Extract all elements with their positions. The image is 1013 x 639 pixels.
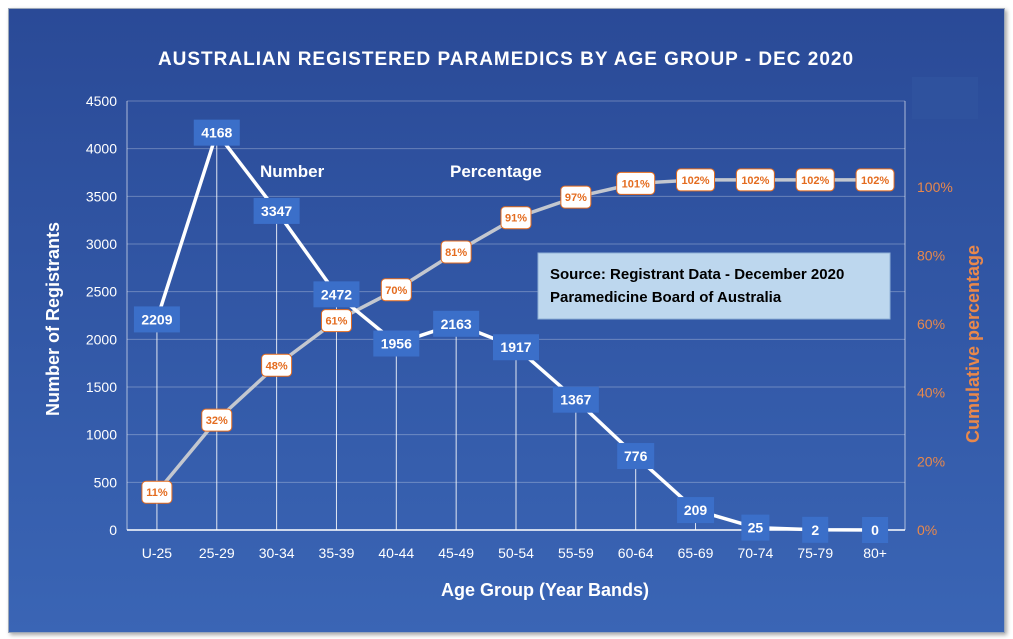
y2-tick-label: 80% — [917, 247, 945, 263]
source-box: Source: Registrant Data - December 2020 … — [537, 252, 891, 320]
percentage-data-label: 91% — [505, 213, 527, 225]
number-data-label: 4168 — [201, 125, 232, 141]
number-point-marker — [802, 516, 829, 543]
number-data-label: 1917 — [500, 339, 531, 355]
x-tick-label: 60-64 — [618, 545, 654, 561]
number-point-marker — [552, 386, 599, 413]
y-tick-label: 4500 — [86, 93, 117, 109]
number-point-marker — [617, 443, 655, 470]
y-tick-label: 3000 — [86, 236, 117, 252]
y-axis-title: Number of Registrants — [43, 222, 63, 416]
percentage-data-label: 32% — [206, 415, 228, 427]
y2-tick-label: 60% — [917, 316, 945, 332]
y2-tick-label: 100% — [917, 179, 953, 195]
y2-tick-label: 40% — [917, 385, 945, 401]
number-data-label: 2472 — [321, 286, 352, 302]
number-data-label: 2 — [811, 522, 819, 538]
number-point-marker — [133, 306, 180, 333]
series-label-number: Number — [260, 162, 325, 181]
x-tick-label: U-25 — [142, 545, 173, 561]
percentage-data-label: 101% — [622, 178, 650, 190]
legend-placeholder-box — [912, 77, 978, 119]
series-label-percentage: Percentage — [450, 162, 542, 181]
percentage-data-label: 61% — [325, 316, 347, 328]
x-axis-title: Age Group (Year Bands) — [441, 580, 649, 600]
x-tick-label: 45-49 — [438, 545, 474, 561]
number-data-label: 2163 — [441, 316, 472, 332]
percentage-point-marker — [616, 171, 656, 195]
y-tick-label: 0 — [109, 522, 117, 538]
percentage-point-marker — [676, 168, 716, 192]
number-point-marker — [313, 281, 360, 308]
x-tick-label: 70-74 — [737, 545, 773, 561]
percentage-point-marker — [141, 480, 173, 504]
y-tick-label: 500 — [94, 474, 118, 490]
secondary-y-axis: 0% 20% 40% 60% 80% 100% — [917, 179, 953, 538]
percentage-data-label: 102% — [741, 175, 769, 187]
percentage-point-marker — [380, 278, 412, 302]
percentage-point-marker — [735, 168, 775, 192]
y-tick-label: 2500 — [86, 284, 117, 300]
percentage-data-label: 102% — [801, 175, 829, 187]
percentage-data-label: 102% — [861, 175, 889, 187]
y-tick-label: 2000 — [86, 331, 117, 347]
source-line-2: Paramedicine Board of Australia — [550, 289, 782, 306]
percentage-point-marker — [320, 309, 352, 333]
percentage-data-label: 48% — [266, 360, 288, 372]
x-tick-label: 50-54 — [498, 545, 534, 561]
percentage-point-marker — [560, 185, 592, 209]
number-data-label: 3347 — [261, 203, 292, 219]
x-tick-label: 30-34 — [259, 545, 295, 561]
number-point-marker — [741, 514, 770, 541]
number-point-marker — [373, 330, 420, 357]
y-tick-label: 3500 — [86, 188, 117, 204]
x-tick-label: 80+ — [863, 545, 887, 561]
percentage-data-label: 11% — [146, 487, 168, 499]
percentage-point-marker — [201, 408, 233, 432]
y2-tick-label: 0% — [917, 522, 937, 538]
y-axis: 0 500 1000 1500 2000 2500 3000 3500 4000 4500 — [86, 93, 117, 538]
percentage-data-label: 81% — [445, 247, 467, 259]
y-tick-label: 4000 — [86, 141, 117, 157]
chart-svg: 0 500 1000 1500 2000 2500 3000 3500 4000 4500 0% 2… — [9, 9, 1004, 632]
data-labels: 11% 32% 48% 61% 70% 81% 91% 97% 101% 102% 102% 102%… — [133, 119, 895, 543]
percentage-data-label: 70% — [385, 285, 407, 297]
x-tick-label: 25-29 — [199, 545, 235, 561]
percentage-point-marker — [500, 206, 532, 230]
secondary-y-axis-title: Cumulative percentage — [963, 245, 983, 443]
number-data-label: 2209 — [141, 311, 172, 327]
percentage-data-label: 97% — [565, 192, 587, 204]
number-point-marker — [193, 119, 240, 146]
number-point-marker — [493, 334, 539, 361]
source-box-background — [537, 252, 891, 320]
percentage-point-marker — [855, 168, 895, 192]
chart-frame: 0 500 1000 1500 2000 2500 3000 3500 4000 4500 0% 2… — [8, 8, 1005, 633]
percentage-point-marker — [440, 240, 472, 264]
x-tick-label: 55-59 — [558, 545, 594, 561]
number-data-label: 0 — [871, 522, 879, 538]
number-point-marker — [433, 310, 480, 337]
source-line-1: Source: Registrant Data - December 2020 — [550, 266, 844, 283]
number-point-marker — [862, 517, 889, 543]
percentage-point-marker — [261, 353, 293, 377]
number-point-marker — [253, 197, 300, 224]
x-tick-label: 40-44 — [378, 545, 414, 561]
x-tick-label: 65-69 — [678, 545, 714, 561]
y-tick-label: 1500 — [86, 379, 117, 395]
percentage-point-marker — [795, 168, 835, 192]
percentage-data-label: 102% — [681, 175, 709, 187]
x-tick-label: 35-39 — [319, 545, 355, 561]
x-tick-label: 75-79 — [797, 545, 833, 561]
y-tick-label: 1000 — [86, 427, 117, 443]
number-data-label: 209 — [684, 502, 708, 518]
number-point-marker — [677, 497, 715, 524]
number-data-label: 25 — [748, 520, 764, 536]
number-data-label: 1956 — [381, 336, 412, 352]
number-data-label: 1367 — [560, 392, 591, 408]
number-data-label: 776 — [624, 448, 648, 464]
y2-tick-label: 20% — [917, 453, 945, 469]
chart-title: AUSTRALIAN REGISTERED PARAMEDICS BY AGE … — [158, 49, 854, 70]
